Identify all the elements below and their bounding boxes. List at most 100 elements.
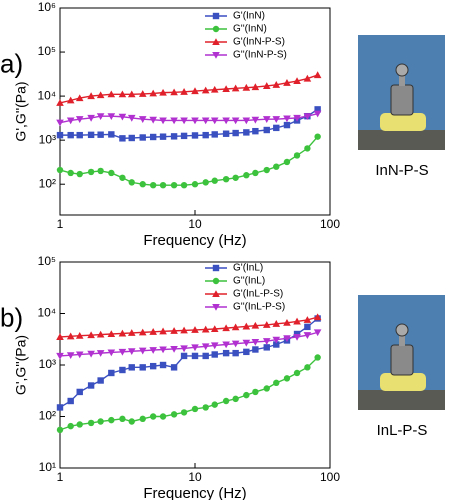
- marker: [314, 354, 321, 361]
- marker: [191, 352, 199, 360]
- marker: [180, 117, 188, 125]
- photo-weight: [390, 84, 414, 116]
- marker: [119, 135, 126, 142]
- marker: [118, 348, 127, 356]
- x-tick-label: 10: [188, 217, 202, 231]
- marker: [243, 172, 250, 179]
- marker: [202, 352, 209, 360]
- marker: [222, 341, 230, 349]
- marker: [252, 388, 259, 396]
- photo-base: [358, 130, 445, 150]
- y-tick-label: 10²: [39, 176, 56, 190]
- y-axis-label: G',G''(Pa): [13, 335, 29, 395]
- marker: [232, 174, 239, 181]
- marker: [262, 321, 271, 328]
- marker: [313, 71, 322, 79]
- marker: [272, 81, 281, 88]
- legend-label: G''(InN): [233, 24, 267, 35]
- marker: [283, 121, 291, 129]
- marker: [75, 116, 84, 123]
- marker: [251, 321, 260, 329]
- marker: [127, 114, 136, 122]
- marker: [76, 131, 83, 139]
- marker: [202, 179, 209, 186]
- marker: [251, 338, 260, 346]
- marker: [191, 405, 199, 413]
- marker: [283, 158, 291, 166]
- marker: [159, 133, 167, 140]
- marker: [127, 90, 136, 98]
- marker: [201, 343, 210, 351]
- marker: [138, 116, 147, 123]
- marker: [243, 348, 250, 356]
- marker: [242, 339, 251, 347]
- marker: [118, 329, 127, 337]
- marker: [293, 114, 301, 122]
- marker: [263, 344, 270, 351]
- marker: [273, 124, 280, 132]
- marker: [67, 397, 74, 405]
- marker: [67, 131, 74, 139]
- marker: [212, 52, 220, 59]
- marker: [108, 369, 115, 377]
- marker: [180, 409, 188, 416]
- marker: [96, 91, 105, 99]
- marker: [272, 336, 281, 344]
- marker: [139, 364, 146, 371]
- marker: [87, 92, 95, 100]
- marker: [170, 88, 178, 96]
- marker: [201, 325, 210, 333]
- marker: [138, 328, 147, 336]
- marker: [66, 352, 75, 359]
- marker: [66, 96, 75, 104]
- marker: [180, 181, 188, 189]
- marker: [283, 115, 291, 123]
- marker: [170, 327, 178, 334]
- marker: [252, 127, 259, 135]
- marker: [231, 340, 240, 348]
- marker: [293, 152, 301, 159]
- x-axis-label: Frequency (Hz): [143, 485, 246, 500]
- marker: [128, 179, 135, 186]
- marker: [303, 316, 312, 323]
- marker: [191, 87, 199, 95]
- marker: [107, 330, 116, 337]
- marker: [210, 342, 219, 350]
- marker: [263, 166, 270, 174]
- series-line: [59, 74, 318, 104]
- marker: [314, 133, 321, 140]
- marker: [87, 350, 95, 358]
- x-tick-label: 100: [320, 470, 340, 484]
- marker: [212, 25, 220, 33]
- marker: [191, 117, 199, 125]
- marker: [159, 346, 167, 354]
- marker: [96, 330, 105, 338]
- marker: [118, 90, 127, 98]
- marker: [56, 352, 64, 360]
- marker: [107, 113, 116, 120]
- marker: [222, 130, 230, 137]
- marker: [242, 117, 251, 125]
- image-caption: InN-P-S: [375, 162, 428, 179]
- marker: [67, 422, 74, 430]
- marker: [242, 83, 251, 91]
- marker: [149, 116, 157, 124]
- legend-label: G'(InL-P-S): [233, 289, 283, 300]
- chart-panel: 10¹ 10² 10³ 10⁴ 10⁵ 1 10 100 Frequency (Hz) G',G'…: [0, 254, 445, 500]
- photo-sponge: [380, 373, 426, 391]
- marker: [56, 131, 64, 139]
- marker: [170, 181, 178, 189]
- marker: [232, 349, 239, 357]
- marker: [293, 333, 301, 341]
- marker: [222, 324, 230, 332]
- marker: [170, 133, 178, 140]
- marker: [303, 74, 312, 82]
- marker: [303, 113, 312, 120]
- marker: [293, 369, 301, 377]
- y-tick-label: 10⁶: [38, 0, 56, 14]
- marker: [211, 401, 218, 408]
- marker: [149, 362, 157, 370]
- marker: [222, 175, 230, 183]
- x-tick-label: 1: [57, 217, 64, 231]
